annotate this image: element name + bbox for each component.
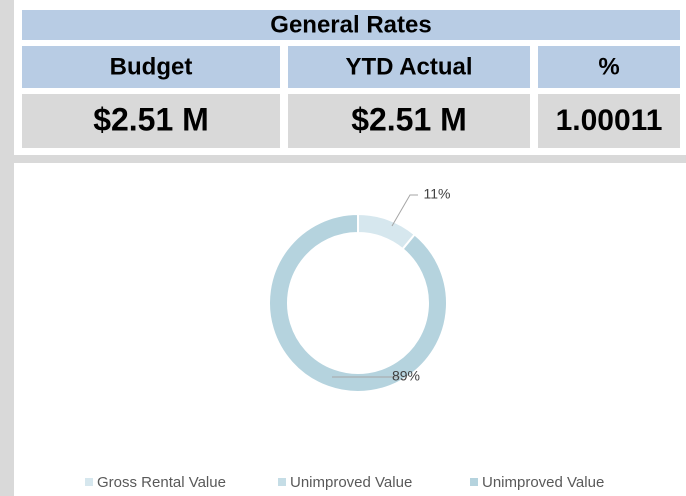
kpi-value: $2.51 M (93, 101, 209, 137)
value-cell (538, 94, 680, 148)
header: Budget (110, 53, 193, 80)
header-cell (538, 46, 680, 88)
legend-swatch (470, 478, 478, 486)
leader-line (391, 194, 418, 227)
legend-label: Gross Rental Value (97, 474, 226, 491)
data-label: 89% (392, 368, 420, 384)
legend-label: Unimproved Value (482, 474, 604, 491)
kpi-value: 1.00011 (556, 104, 663, 137)
value-cell (22, 94, 280, 148)
legend-swatch (278, 478, 286, 486)
value-cell (288, 94, 530, 148)
header: % (598, 53, 619, 80)
data-label: 11% (424, 186, 451, 202)
header-cell (288, 46, 530, 88)
legend-label: Unimproved Value (290, 474, 412, 491)
title-cell (22, 10, 680, 40)
chart-panel (14, 163, 686, 496)
table-title: General Rates (270, 11, 431, 38)
kpi-value: $2.51 M (351, 101, 467, 137)
legend-swatch (85, 478, 93, 486)
header-cell (22, 46, 280, 88)
donut-slice (268, 212, 448, 393)
header: YTD Actual (345, 53, 472, 80)
